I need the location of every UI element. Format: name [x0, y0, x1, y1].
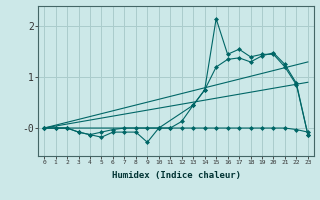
X-axis label: Humidex (Indice chaleur): Humidex (Indice chaleur): [111, 171, 241, 180]
